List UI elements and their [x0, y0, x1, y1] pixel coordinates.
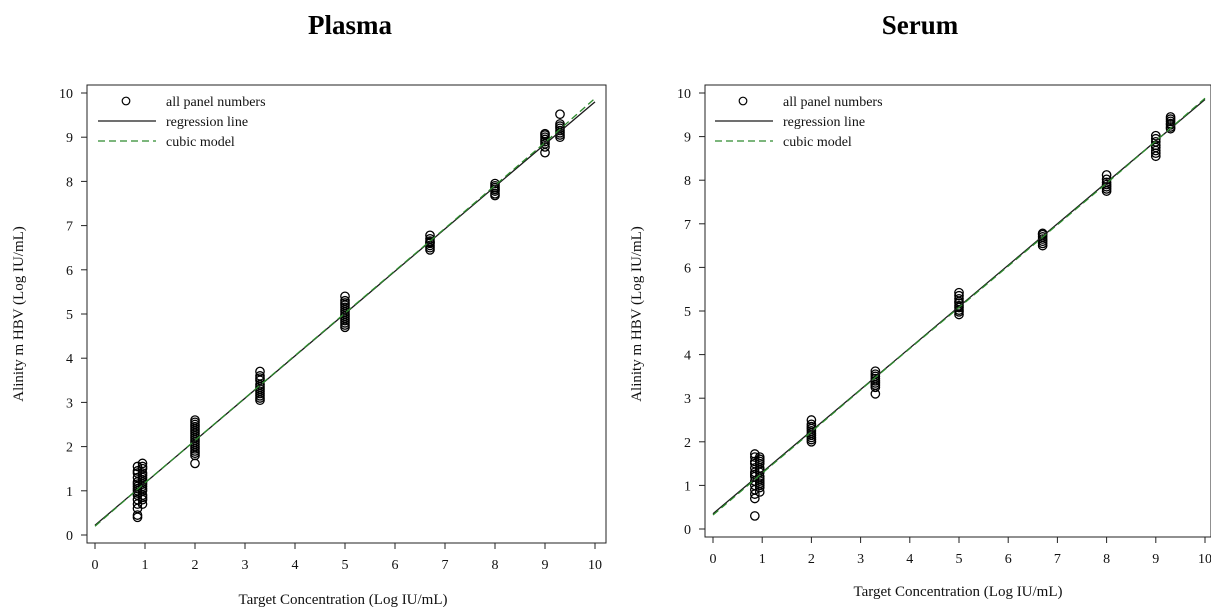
data-point	[1101, 170, 1112, 180]
x-tick-label: 7	[442, 558, 449, 573]
x-tick-label: 4	[906, 552, 913, 567]
serum-chart: 0 1 2 3 4 5 6 7 8 9 10 0 1 2 3 4 5 6 7 8 9 10 Target Concentra…	[629, 84, 1211, 600]
x-tick-label: 3	[242, 558, 249, 573]
y-tick-label: 4	[66, 352, 73, 367]
data-point	[954, 300, 964, 311]
y-axis-label: Alinity m HBV (Log IU/mL)	[11, 226, 27, 402]
data-point	[754, 452, 765, 462]
legend-marker-points	[121, 96, 131, 106]
y-tick-label: 1	[66, 485, 73, 500]
x-tick-label: 8	[1103, 552, 1110, 567]
data-point	[806, 419, 817, 430]
data-point	[1101, 177, 1112, 188]
legend-label-cubic: cubic model	[783, 135, 852, 150]
y-tick-label: 5	[66, 308, 73, 323]
data-point	[190, 448, 200, 459]
y-tick-label: 6	[66, 264, 73, 279]
x-tick-label: 9	[1152, 552, 1159, 567]
data-point	[1150, 136, 1161, 147]
regression-line	[94, 101, 596, 526]
legend-label-regression: regression line	[783, 115, 865, 130]
x-tick-label: 7	[1054, 552, 1061, 567]
data-point	[137, 468, 148, 478]
data-point	[1150, 133, 1161, 144]
data-point	[749, 449, 760, 459]
data-point	[425, 230, 435, 241]
data-point	[954, 287, 964, 298]
y-axis-label: Alinity m HBV (Log IU/mL)	[629, 226, 645, 402]
legend-marker-points	[738, 96, 748, 106]
data-point	[1165, 112, 1176, 122]
data-point	[954, 293, 964, 304]
y-tick-label: 2	[684, 436, 691, 451]
legend-label-regression: regression line	[166, 115, 248, 130]
data-point	[255, 371, 265, 381]
x-tick-label: 2	[808, 552, 815, 567]
data-point	[870, 366, 881, 377]
data-point	[137, 461, 148, 472]
data-point	[132, 461, 143, 472]
legend-label-points: all panel numbers	[783, 95, 883, 110]
data-point	[190, 458, 200, 469]
y-tick-label: 7	[66, 220, 73, 235]
y-tick-label: 4	[684, 349, 691, 364]
x-tick-label: 3	[857, 552, 864, 567]
y-tick-label: 2	[66, 441, 73, 456]
cubic-model-line	[712, 97, 1206, 516]
regression-line	[712, 99, 1206, 515]
x-axis-label: Target Concentration (Log IU/mL)	[238, 592, 447, 607]
y-tick-label: 3	[684, 392, 691, 407]
data-point	[749, 511, 760, 521]
x-tick-label: 6	[1005, 552, 1012, 567]
x-tick-label: 5	[342, 558, 349, 573]
x-tick-label: 1	[759, 552, 766, 567]
data-point	[340, 291, 350, 302]
y-tick-label: 1	[684, 479, 691, 494]
y-tick-label: 0	[66, 529, 73, 544]
x-tick-label: 10	[1198, 552, 1211, 567]
data-point	[555, 119, 565, 129]
serum-panel-title: Serum	[881, 10, 959, 40]
y-tick-label: 8	[684, 174, 691, 189]
y-tick-label: 7	[684, 218, 691, 233]
x-tick-label: 0	[92, 558, 99, 573]
x-tick-label: 6	[392, 558, 399, 573]
x-tick-label: 0	[710, 552, 717, 567]
data-point	[1150, 130, 1161, 141]
data-point	[540, 128, 550, 139]
x-tick-label: 5	[956, 552, 963, 567]
plasma-chart: 0 1 2 3 4 5 6 7 8 9 10 0 1 2 3 4 5 6 7 8 9 10 Target Concentra…	[11, 84, 607, 607]
y-tick-label: 9	[684, 131, 691, 146]
data-point	[137, 458, 148, 469]
data-point	[132, 510, 143, 520]
x-tick-label: 1	[142, 558, 149, 573]
data-point	[190, 415, 200, 425]
y-tick-label: 6	[684, 261, 691, 276]
y-tick-label: 0	[684, 523, 691, 538]
y-tick-label: 9	[66, 131, 73, 146]
y-tick-label: 3	[66, 396, 73, 411]
data-point	[806, 415, 817, 425]
x-tick-label: 9	[542, 558, 549, 573]
x-tick-label: 2	[192, 558, 199, 573]
legend-label-cubic: cubic model	[166, 135, 235, 150]
x-tick-label: 8	[492, 558, 499, 573]
y-tick-label: 5	[684, 305, 691, 320]
x-tick-label: 10	[588, 558, 602, 573]
x-tick-label: 4	[292, 558, 299, 573]
y-tick-label: 10	[59, 87, 73, 102]
plasma-panel-title: Plasma	[308, 10, 392, 40]
data-point	[954, 290, 964, 301]
data-point	[555, 109, 565, 120]
y-tick-label: 8	[66, 175, 73, 190]
x-axis-label: Target Concentration (Log IU/mL)	[853, 584, 1062, 600]
data-point	[255, 366, 265, 377]
legend-label-points: all panel numbers	[166, 95, 266, 110]
data-point	[340, 295, 350, 306]
y-tick-label: 10	[677, 87, 691, 102]
